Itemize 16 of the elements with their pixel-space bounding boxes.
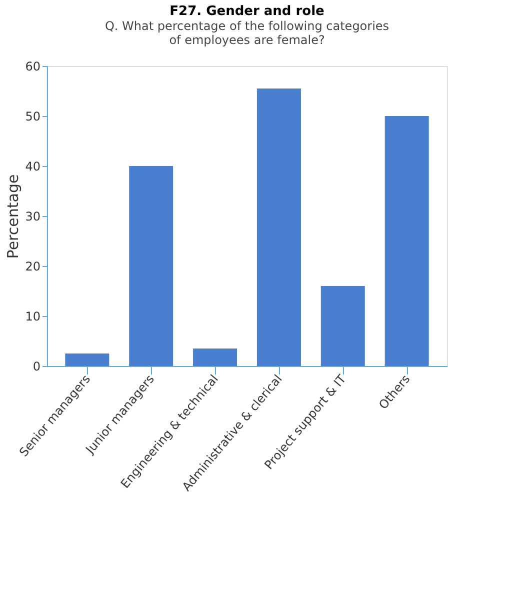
y-tick-label: 30 [25, 210, 40, 224]
y-axis-title: Percentage [4, 174, 22, 259]
bar [384, 116, 429, 366]
bar [256, 88, 301, 366]
chart-subtitle: Q. What percentage of the following categories of employees are female? [104, 19, 390, 47]
bar [320, 286, 365, 366]
y-tick-label: 60 [25, 60, 40, 74]
y-tick-label: 10 [25, 310, 40, 324]
bar [193, 348, 238, 366]
y-tick-label: 40 [25, 160, 40, 174]
y-tick-label: 0 [32, 360, 40, 374]
chart-title: F27. Gender and role [170, 4, 325, 19]
bar [65, 354, 110, 366]
bar [129, 166, 174, 366]
y-tick-label: 50 [25, 110, 40, 124]
y-tick-label: 20 [25, 260, 40, 274]
